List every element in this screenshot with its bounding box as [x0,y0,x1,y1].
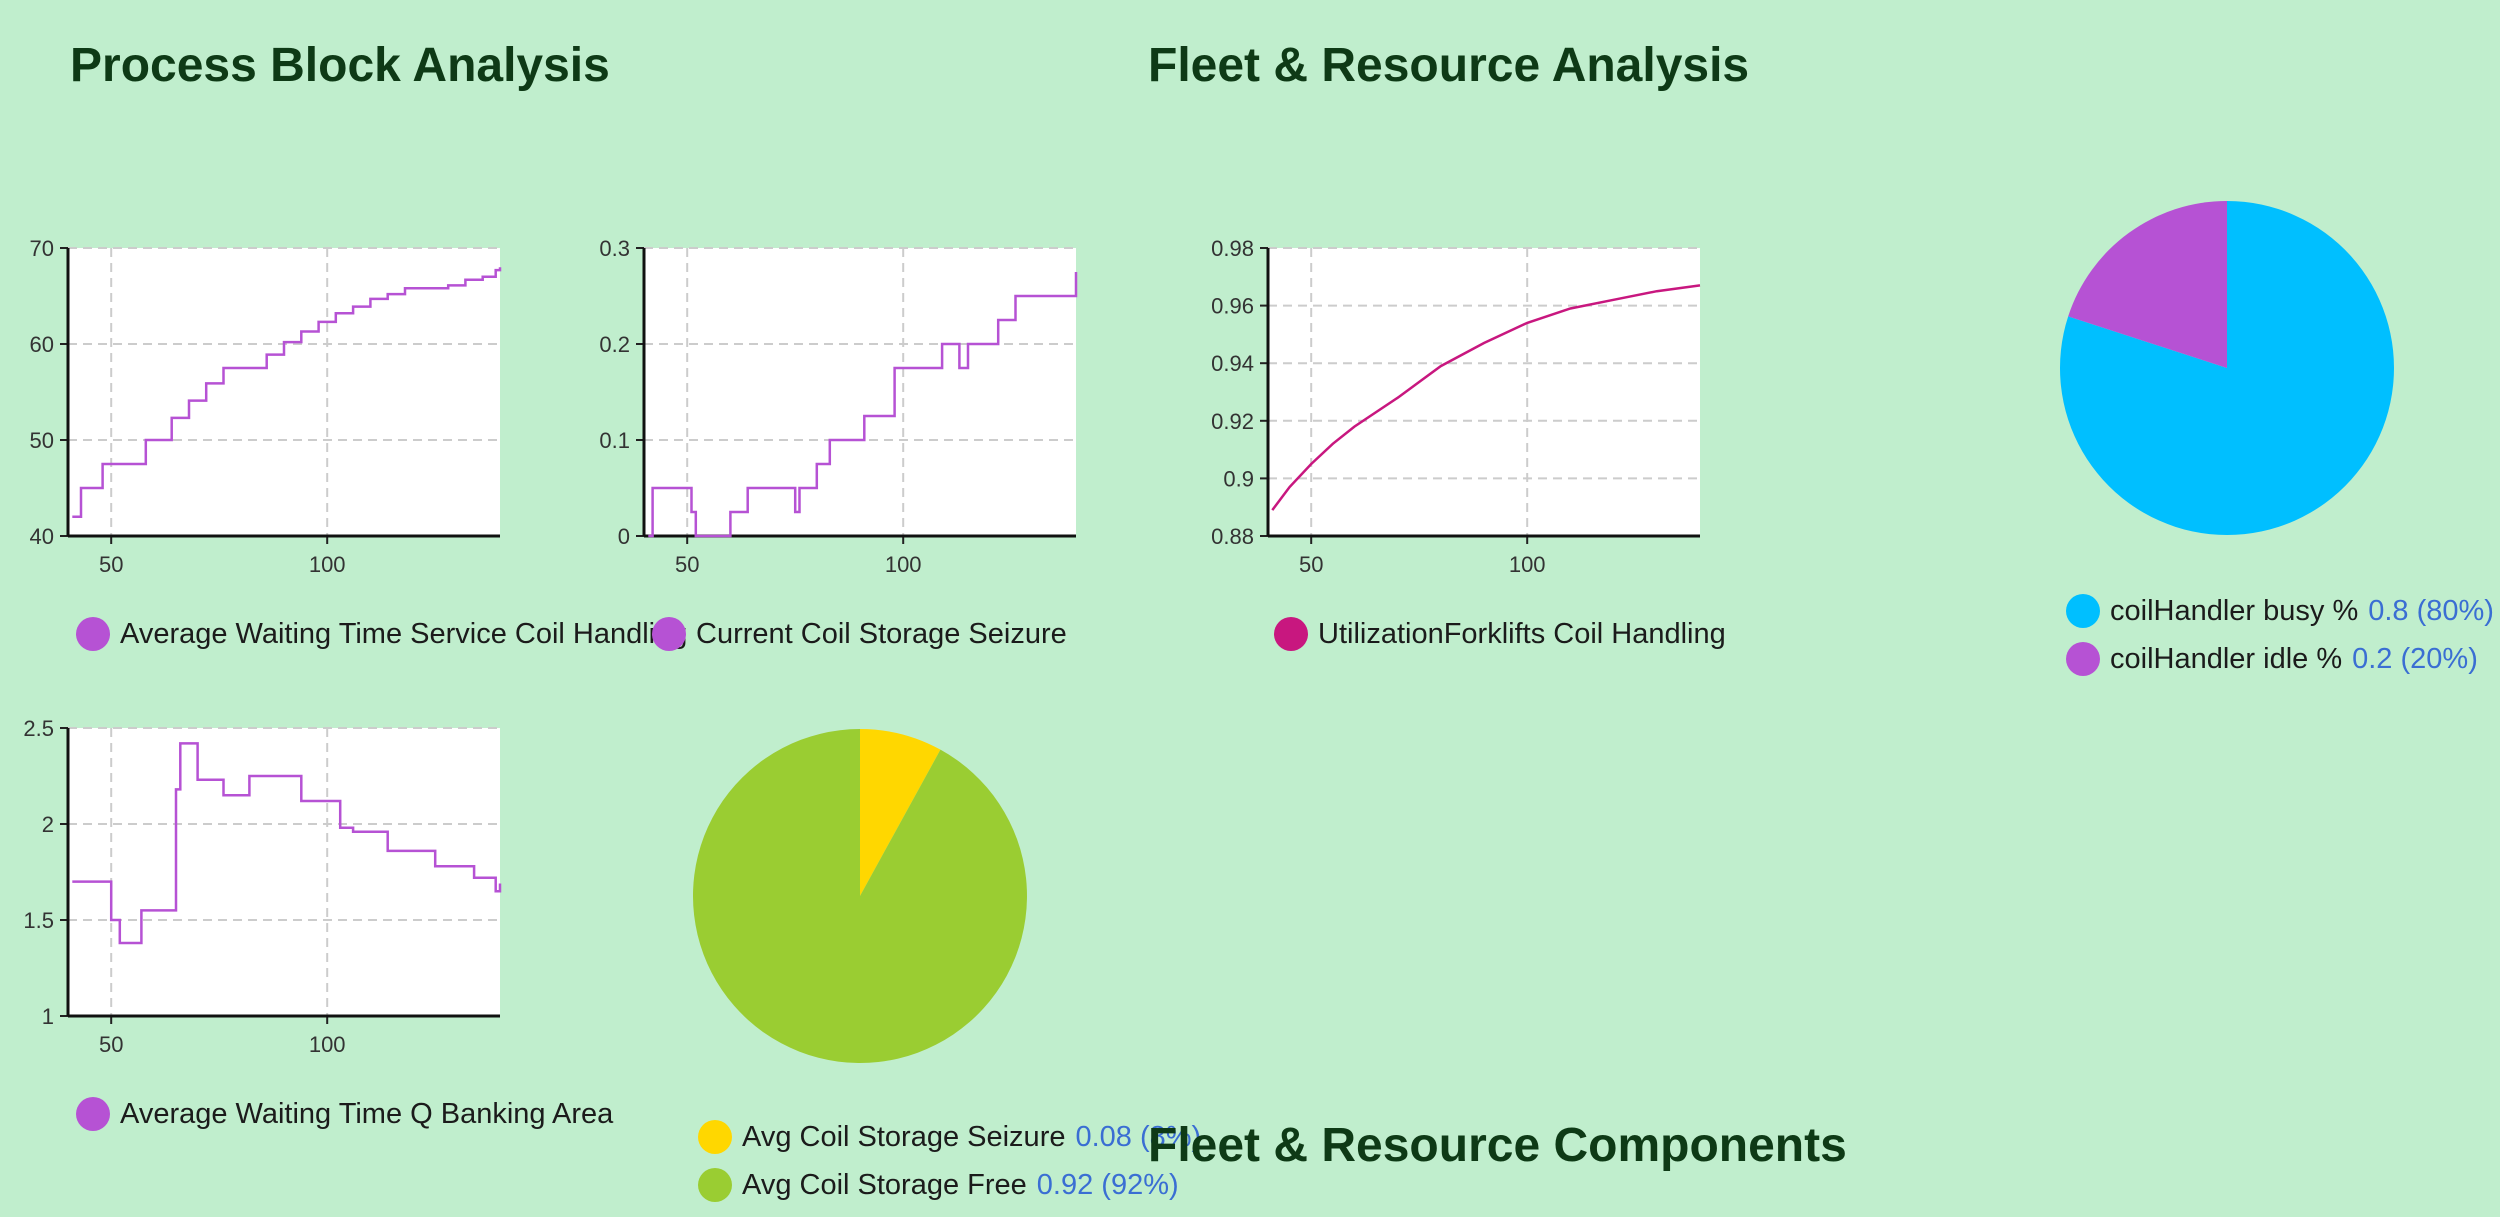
y-tick-label: 0.9 [1223,466,1254,491]
y-tick-label: 0.94 [1211,351,1254,376]
legend-swatch [698,1120,732,1154]
y-tick-label: 0.92 [1211,409,1254,434]
legend-pie-storage[interactable]: Avg Coil Storage Seizure 0.08 (8%) Avg C… [698,1113,1201,1209]
x-tick-label: 100 [309,1032,346,1057]
y-tick-label: 2 [42,812,54,837]
x-tick-label: 100 [309,552,346,577]
y-tick-label: 0.98 [1211,236,1254,261]
legend-item-busy[interactable]: coilHandler busy % 0.8 (80%) [2066,587,2494,635]
legend-pie-handler[interactable]: coilHandler busy % 0.8 (80%) coilHandler… [2066,587,2494,683]
pie-slice [860,729,941,896]
series-line [72,267,502,519]
legend-label: Avg Coil Storage Seizure [742,1120,1066,1153]
legend-swatch [2066,642,2100,676]
plot-area [644,248,1076,536]
legend-swatch [698,1168,732,1202]
legend-util[interactable]: UtilizationForklifts Coil Handling [1274,610,1726,658]
pie-chart-coil-storage [692,729,1027,1063]
line-chart-current-coil-storage-seizure: 0 0.1 0.2 0.3 50 100 [599,236,1078,577]
legend-label: coilHandler idle % [2110,642,2343,675]
y-tick-label: 0.96 [1211,294,1254,319]
legend-label: Current Coil Storage Seizure [696,617,1067,650]
line-chart-average-waiting-time-coil-handling: 40 50 60 70 50 100 [30,236,502,577]
series-line [648,272,1078,538]
x-tick-label: 50 [99,1032,123,1057]
legend-label: UtilizationForklifts Coil Handling [1318,617,1726,650]
pie-slice [692,729,1027,1063]
y-tick-label: 0.2 [599,332,630,357]
y-tick-label: 50 [30,428,54,453]
section-title-fleet-resource-components: Fleet & Resource Components [1148,1119,1847,1172]
legend-item-idle[interactable]: coilHandler idle % 0.2 (20%) [2066,635,2494,683]
line-chart-utilization-forklifts: 0.88 0.9 0.92 0.94 0.96 0.98 50 100 [1211,236,1701,577]
legend-value: 0.8 (80%) [2368,594,2494,627]
pie-slice [2059,201,2394,535]
legend-swatch [76,1097,110,1131]
legend-value: 0.2 (20%) [2352,642,2478,675]
y-tick-label: 1 [42,1004,54,1029]
plot-area [68,248,500,536]
legend-awt-coil[interactable]: Average Waiting Time Service Coil Handli… [76,610,687,658]
x-tick-label: 50 [1299,552,1323,577]
y-tick-label: 2.5 [23,716,54,741]
legend-item[interactable]: Average Waiting Time Q Banking Area [76,1090,613,1138]
pie-chart-coil-handler [2059,201,2394,535]
legend-label: Average Waiting Time Service Coil Handli… [120,617,688,650]
section-title-process-block-analysis: Process Block Analysis [70,39,610,92]
legend-swatch [652,617,686,651]
y-tick-label: 0.88 [1211,524,1254,549]
line-chart-average-waiting-time-banking-area: 1 1.5 2 2.5 50 100 [23,716,502,1057]
y-tick-label: 70 [30,236,54,261]
x-tick-label: 50 [99,552,123,577]
plot-area [1268,248,1700,536]
y-tick-label: 0.1 [599,428,630,453]
legend-item-free[interactable]: Avg Coil Storage Free 0.92 (92%) [698,1161,1201,1209]
legend-value: 0.08 (8%) [1075,1120,1202,1153]
section-title-fleet-resource-analysis: Fleet & Resource Analysis [1148,39,1750,92]
y-tick-label: 0 [618,524,630,549]
x-tick-label: 50 [675,552,699,577]
x-tick-label: 100 [1509,552,1546,577]
y-tick-label: 1.5 [23,908,54,933]
plot-area [68,728,500,1016]
legend-item[interactable]: Average Waiting Time Service Coil Handli… [76,610,687,658]
legend-item[interactable]: Current Coil Storage Seizure [652,610,1067,658]
legend-label: Average Waiting Time Q Banking Area [120,1097,614,1130]
legend-banking[interactable]: Average Waiting Time Q Banking Area [76,1090,613,1138]
y-tick-label: 0.3 [599,236,630,261]
legend-label: coilHandler busy % [2110,594,2359,627]
x-tick-label: 100 [885,552,922,577]
legend-swatch [1274,617,1308,651]
y-tick-label: 40 [30,524,54,549]
legend-value: 0.92 (92%) [1036,1168,1179,1201]
legend-swatch [76,617,110,651]
legend-label: Avg Coil Storage Free [742,1168,1027,1201]
legend-ccs[interactable]: Current Coil Storage Seizure [652,610,1067,658]
series-line [1271,284,1701,511]
pie-slice [2068,201,2227,368]
legend-item-seizure[interactable]: Avg Coil Storage Seizure 0.08 (8%) [698,1113,1201,1161]
series-line [72,742,502,945]
legend-item[interactable]: UtilizationForklifts Coil Handling [1274,610,1726,658]
y-tick-label: 60 [30,332,54,357]
legend-swatch [2066,594,2100,628]
